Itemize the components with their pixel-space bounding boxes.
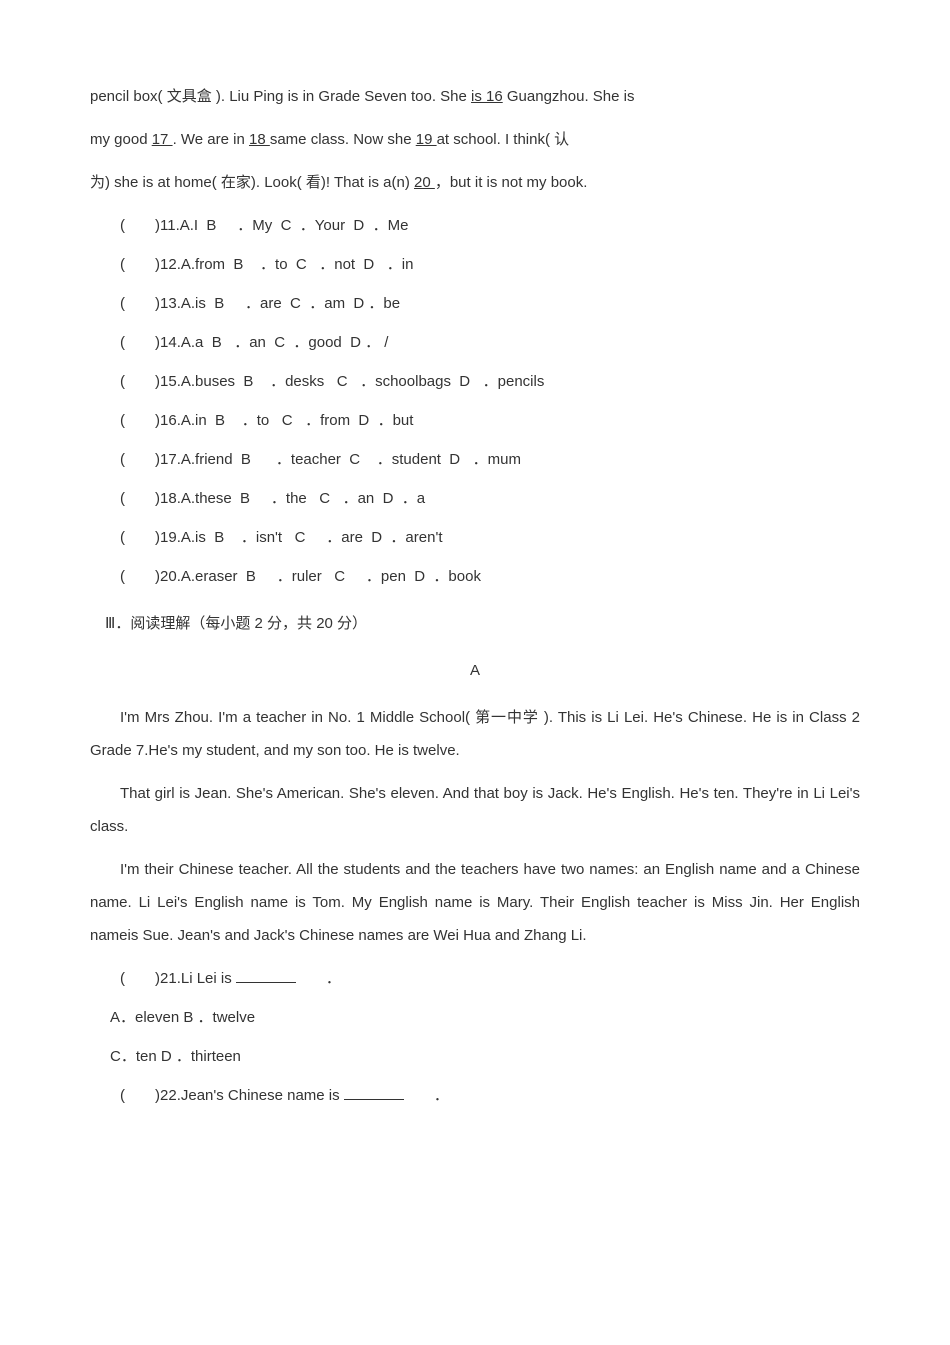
cloze-blank-18: 18 xyxy=(249,131,270,148)
reading-q21-blank xyxy=(236,967,296,983)
cloze-passage-line-1: pencil box( 文具盒 ). Liu Ping is in Grade … xyxy=(90,80,860,113)
reading-q22: ( )22.Jean's Chinese name is ． xyxy=(120,1079,860,1112)
cloze-blank-20: 20 xyxy=(414,174,435,191)
cloze-blank-19: 19 xyxy=(416,131,437,148)
reading-q21-choices-1: A．eleven B ．twelve xyxy=(110,1001,860,1034)
cloze-q18: ( )18.A.these B ．the C ．an D ．a xyxy=(120,482,860,515)
cloze-q19: ( )19.A.is B ．isn't C ．are D ．aren't xyxy=(120,521,860,554)
reading-q22-stem: Jean's Chinese name is xyxy=(181,1087,344,1104)
cloze-q16: ( )16.A.in B ．to C ．from D ．but xyxy=(120,404,860,437)
passage-label-a: A xyxy=(90,654,860,687)
cloze-q11-num: 11 xyxy=(160,217,176,234)
cloze-q13: ( )13.A.is B ．are C ．am D ．be xyxy=(120,287,860,320)
reading-q21-choices-2: C．ten D ．thirteen xyxy=(110,1040,860,1073)
cloze-line2-post: at school. I think( 认 xyxy=(437,131,570,148)
reading-q21-stem: Li Lei is xyxy=(181,970,236,987)
cloze-passage-line-2: my good 17 . We are in 18 same class. No… xyxy=(90,123,860,156)
cloze-q12-num: 12 xyxy=(160,256,177,273)
cloze-q14-num: 14 xyxy=(160,334,177,351)
cloze-q12: ( )12.A.from B ．to C ．not D ．in xyxy=(120,248,860,281)
cloze-q19-opts: A.is B ．isn't C ．are D ．aren't xyxy=(181,529,443,546)
cloze-q20-opts: A.eraser B ．ruler C ．pen D ．book xyxy=(181,568,481,585)
cloze-q13-num: 13 xyxy=(160,295,177,312)
cloze-q15-num: 15 xyxy=(160,373,177,390)
cloze-line2-mid2: same class. Now she xyxy=(270,131,416,148)
cloze-line1-post: Guangzhou. She is xyxy=(503,88,635,105)
passage-para-3: I'm their Chinese teacher. All the stude… xyxy=(90,853,860,952)
cloze-line2-mid: . We are in xyxy=(173,131,249,148)
reading-q21-num: 21 xyxy=(160,970,177,987)
cloze-q15-opts: A.buses B ．desks C ．schoolbags D ．pencil… xyxy=(181,373,544,390)
cloze-passage-line-3: 为) she is at home( 在家). Look( 看)! That i… xyxy=(90,166,860,199)
cloze-q14: ( )14.A.a B ．an C ．good D ． / xyxy=(120,326,860,359)
cloze-q16-opts: A.in B ．to C ．from D ．but xyxy=(181,412,414,429)
cloze-q16-num: 16 xyxy=(160,412,177,429)
reading-q22-num: 22 xyxy=(160,1087,177,1104)
cloze-q17-num: 17 xyxy=(160,451,177,468)
passage-para-2: That girl is Jean. She's American. She's… xyxy=(90,777,860,843)
reading-q21: ( )21.Li Lei is ． xyxy=(120,962,860,995)
cloze-line3-pre: 为) she is at home( 在家). Look( 看)! That i… xyxy=(90,174,414,191)
cloze-q15: ( )15.A.buses B ．desks C ．schoolbags D ．… xyxy=(120,365,860,398)
cloze-blank-16: is 16 xyxy=(471,88,503,105)
cloze-q20-num: 20 xyxy=(160,568,177,585)
cloze-q11-opts: A.I B ．My C ．Your D ．Me xyxy=(180,217,409,234)
cloze-q12-opts: A.from B ．to C ．not D ．in xyxy=(181,256,414,273)
reading-heading: Ⅲ．阅读理解（每小题 2 分，共 20 分） xyxy=(105,607,860,640)
cloze-q18-num: 18 xyxy=(160,490,177,507)
cloze-q14-opts: A.a B ．an C ．good D ． / xyxy=(181,334,389,351)
cloze-q17-opts: A.friend B ．teacher C ．student D ．mum xyxy=(181,451,521,468)
cloze-line2-pre: my good xyxy=(90,131,152,148)
cloze-line1-pre: pencil box( 文具盒 ). Liu Ping is in Grade … xyxy=(90,88,471,105)
cloze-q19-num: 19 xyxy=(160,529,177,546)
cloze-q18-opts: A.these B ．the C ．an D ．a xyxy=(181,490,425,507)
passage-para-1: I'm Mrs Zhou. I'm a teacher in No. 1 Mid… xyxy=(90,701,860,767)
cloze-q13-opts: A.is B ．are C ．am D ．be xyxy=(181,295,400,312)
cloze-line3-post: ，but it is not my book. xyxy=(435,174,588,191)
cloze-question-list: ( )11.A.I B ．My C ．Your D ．Me ( )12.A.fr… xyxy=(90,209,860,593)
cloze-q20: ( )20.A.eraser B ．ruler C ．pen D ．book xyxy=(120,560,860,593)
cloze-blank-17: 17 xyxy=(152,131,173,148)
reading-q22-blank xyxy=(344,1084,404,1100)
cloze-q17: ( )17.A.friend B ．teacher C ．student D ．… xyxy=(120,443,860,476)
cloze-q11: ( )11.A.I B ．My C ．Your D ．Me xyxy=(120,209,860,242)
